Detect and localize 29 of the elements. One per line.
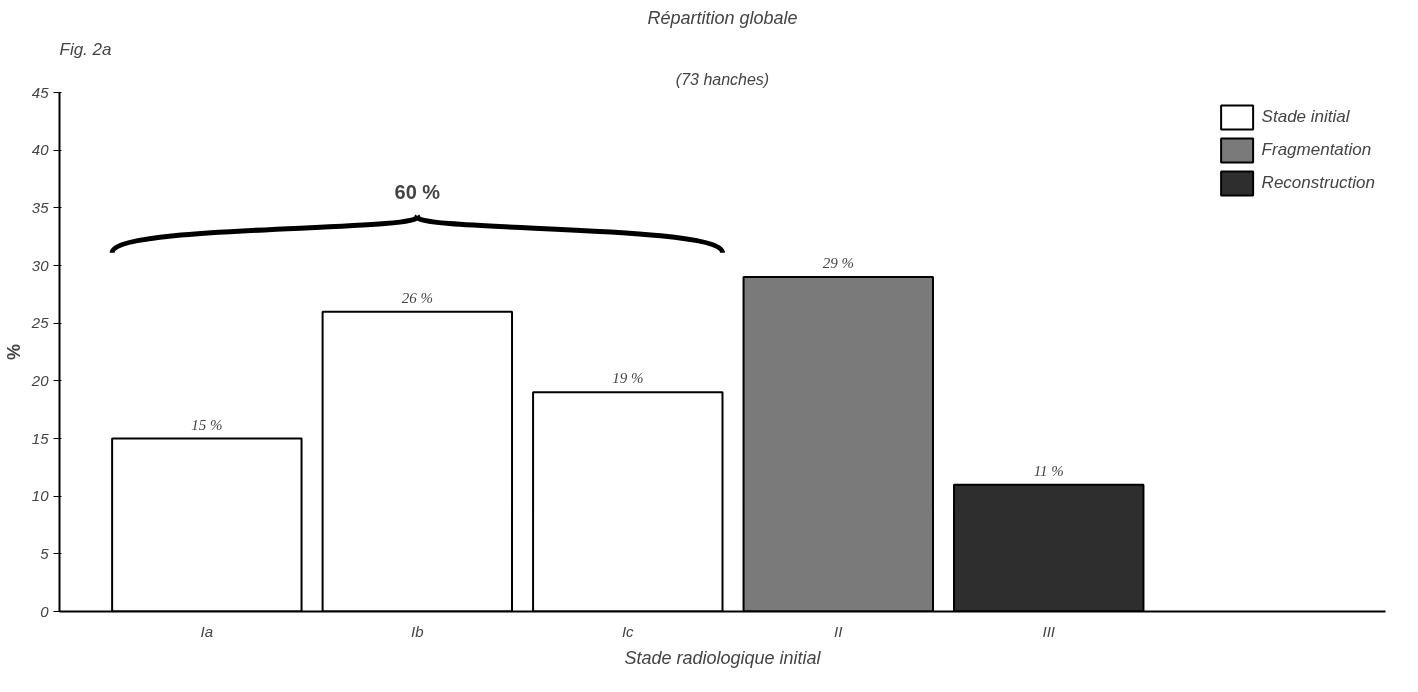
x-tick-label: Ib	[411, 622, 424, 640]
y-tick-label: 0	[40, 602, 50, 620]
y-tick-label: 15	[31, 429, 50, 447]
caption: Fig. 2a	[59, 39, 112, 59]
chart-title: Répartition globale	[647, 7, 798, 28]
x-tick-label: II	[834, 622, 843, 640]
x-tick-label: Ic	[621, 622, 635, 640]
annotation: 60 %	[394, 180, 441, 203]
y-tick-label: 25	[30, 314, 50, 332]
y-tick-label: 35	[31, 198, 50, 216]
y-tick-label: 40	[31, 141, 50, 159]
y-axis-title: %	[3, 343, 24, 360]
legend-label: Fragmentation	[1261, 140, 1372, 160]
x-axis-title: Stade radiologique initial	[624, 647, 822, 668]
data-label: 15 %	[191, 416, 223, 433]
x-tick-label: III	[1042, 622, 1055, 640]
chart-subtitle: (73 hanches)	[675, 70, 770, 88]
data-label: 26 %	[401, 289, 433, 306]
y-tick-label: 10	[31, 487, 50, 505]
legend-label: Stade initial	[1261, 107, 1350, 127]
y-tick-label: 30	[31, 256, 50, 274]
y-tick-label: 45	[31, 83, 50, 101]
x-tick-label: Ia	[200, 622, 214, 640]
data-label: 11 %	[1033, 462, 1064, 479]
legend-label: Reconstruction	[1261, 173, 1375, 193]
y-tick-label: 20	[30, 371, 50, 389]
data-label: 19 %	[612, 370, 644, 387]
y-tick-label: 5	[40, 544, 50, 562]
data-label: 29 %	[822, 255, 854, 272]
